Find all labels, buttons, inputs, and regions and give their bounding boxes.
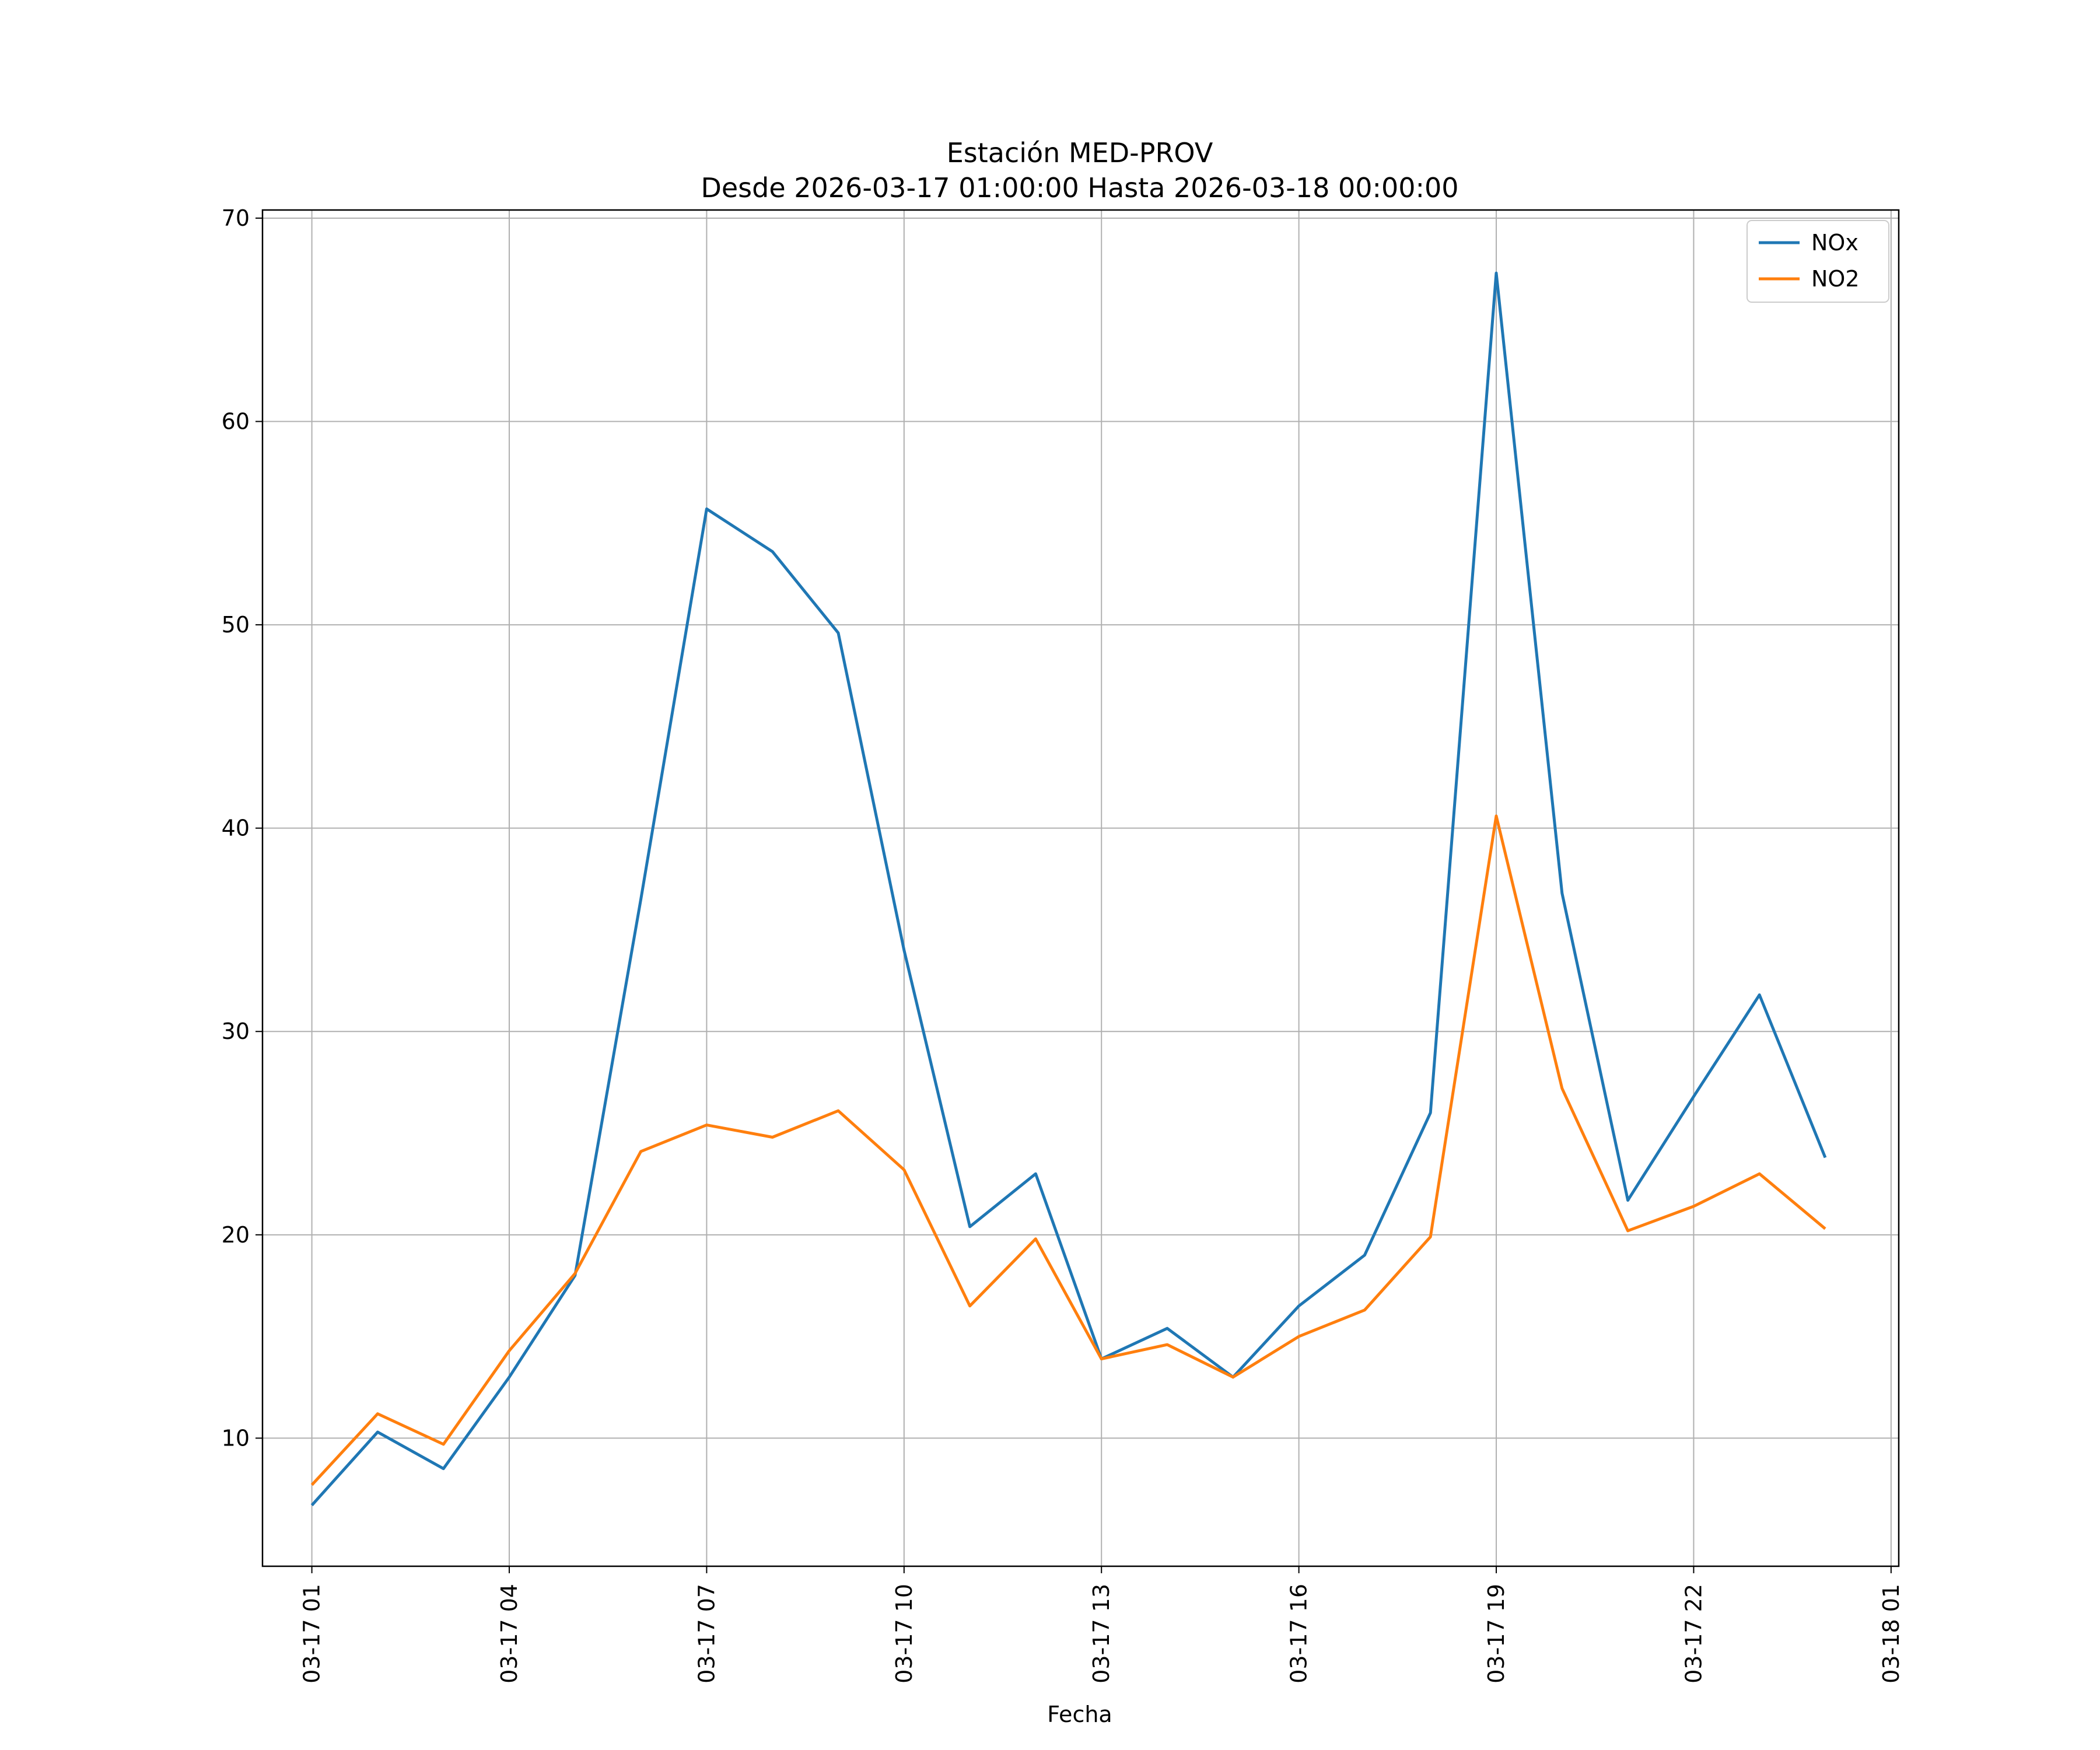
x-tick-label: 03-17 16	[1286, 1584, 1312, 1684]
grid	[262, 210, 1899, 1566]
y-tick-label: 20	[222, 1222, 250, 1248]
legend-label-nox: NOx	[1811, 230, 1859, 256]
series-line-no2	[310, 814, 1826, 1486]
chart-title: Estación MED-PROV	[947, 137, 1213, 169]
x-tick-label: 03-17 01	[299, 1584, 325, 1684]
y-tick-label: 40	[222, 816, 250, 841]
x-tick-label: 03-17 13	[1088, 1584, 1114, 1684]
legend-label-no2: NO2	[1811, 266, 1860, 292]
series-lines	[310, 271, 1827, 1507]
y-tick-label: 60	[222, 409, 250, 435]
series-line-nox	[310, 271, 1827, 1507]
chart-subtitle: Desde 2026-03-17 01:00:00 Hasta 2026-03-…	[701, 172, 1458, 204]
x-tick-label: 03-17 22	[1681, 1584, 1706, 1684]
x-tick-label: 03-17 04	[496, 1584, 522, 1684]
x-tick-label: 03-18 01	[1878, 1584, 1904, 1684]
y-tick-label: 70	[222, 205, 250, 231]
y-tick-label: 50	[222, 612, 250, 638]
x-tick-label: 03-17 07	[694, 1584, 719, 1684]
axis-ticks: 03-17 01 03-17 04 03-17 07 03-17 10 03-17 13…	[222, 205, 1904, 1684]
y-tick-label: 30	[222, 1019, 250, 1044]
legend-box	[1746, 220, 1889, 303]
x-tick-label: 03-17 19	[1483, 1584, 1509, 1684]
plot-frame	[261, 209, 1900, 1567]
x-axis-label: Fecha	[1047, 1702, 1112, 1727]
legend: NOx NO2	[1746, 220, 1889, 303]
y-tick-label: 10	[222, 1425, 250, 1451]
x-tick-label: 03-17 10	[891, 1584, 917, 1684]
